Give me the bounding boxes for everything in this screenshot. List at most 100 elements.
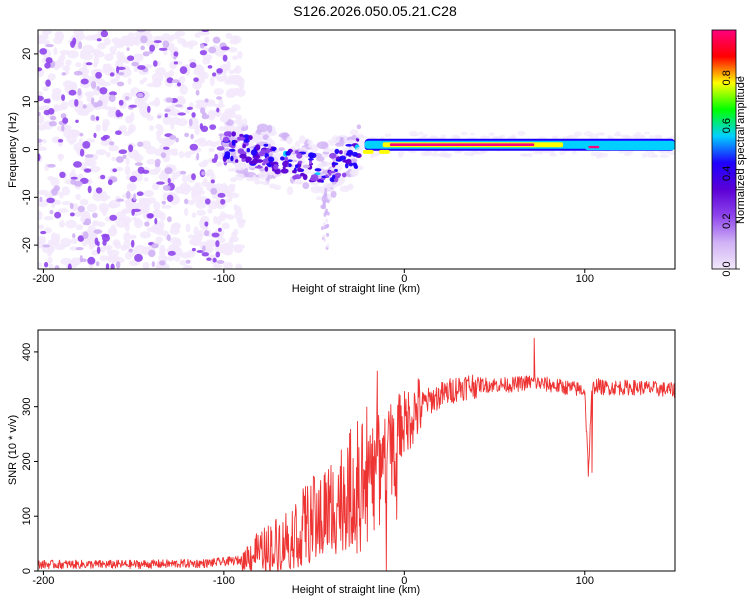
spectrogram-blob bbox=[270, 162, 273, 166]
spectrogram-blob bbox=[91, 81, 96, 89]
spectrogram-blob bbox=[222, 118, 228, 123]
spectrogram-blob bbox=[273, 164, 278, 170]
spectrogram-blob bbox=[262, 181, 270, 186]
spectrogram-blob bbox=[315, 168, 322, 171]
spectrogram-blob bbox=[328, 171, 331, 176]
spectrogram-blob bbox=[191, 173, 196, 180]
spectrogram-blob bbox=[77, 88, 81, 96]
spectrogram-blob bbox=[159, 48, 168, 51]
spectrogram-blob bbox=[100, 175, 105, 180]
spectrogram-blob bbox=[297, 168, 302, 173]
spectrogram-blob bbox=[323, 200, 326, 204]
spectrogram-blob bbox=[263, 144, 268, 147]
spectrogram-blob bbox=[229, 40, 237, 45]
spectrogram-blob bbox=[190, 62, 197, 68]
spectrogram-blob bbox=[97, 100, 103, 106]
spectrogram-blob bbox=[200, 44, 204, 49]
spectrogram-blob bbox=[163, 192, 168, 200]
spectrogram-blob bbox=[195, 33, 201, 38]
spectrogram-blob bbox=[342, 160, 350, 163]
spectrogram-blob bbox=[127, 47, 130, 51]
spectrogram-blob bbox=[80, 149, 84, 157]
spectrogram-blob bbox=[220, 185, 228, 192]
spectrogram-blob bbox=[485, 136, 491, 138]
spectrogram-blob bbox=[159, 266, 165, 272]
spectrogram-blob bbox=[94, 229, 103, 234]
spectrogram-blob bbox=[229, 70, 236, 75]
spectrogram-blob bbox=[117, 82, 124, 87]
spectrogram-blob bbox=[43, 139, 47, 144]
spectrogram-blob bbox=[647, 153, 656, 158]
spectrogram-blob bbox=[83, 232, 89, 239]
spectrogram-blob bbox=[116, 51, 121, 60]
spectrogram-blob bbox=[327, 199, 330, 203]
spectrogram-blob bbox=[255, 178, 259, 184]
spectrogram-y-label: Frequency (Hz) bbox=[7, 112, 19, 188]
spectrogram-blob bbox=[154, 97, 160, 107]
spectrogram-blob bbox=[635, 132, 641, 136]
spectrogram-blob bbox=[59, 154, 63, 162]
spectrogram-blob bbox=[298, 161, 302, 164]
spectrogram-blob bbox=[325, 175, 328, 178]
spectrogram-blob bbox=[272, 147, 277, 150]
spectrogram-blob bbox=[140, 36, 147, 44]
spectrogram-blob bbox=[253, 133, 258, 140]
spectrogram-blob bbox=[242, 144, 246, 148]
spectrogram-blob bbox=[461, 132, 468, 136]
spectrogram-blob bbox=[126, 183, 136, 192]
spectrogram-blob bbox=[39, 197, 42, 202]
spectrogram-blob bbox=[96, 116, 99, 121]
spectrogram-blob bbox=[207, 208, 212, 213]
spectrogram-blob bbox=[179, 151, 184, 158]
y-tick-label: 20 bbox=[21, 48, 33, 60]
spectrogram-blob bbox=[217, 204, 225, 209]
spectrogram-blob bbox=[162, 41, 169, 49]
spectrogram-blob bbox=[178, 112, 186, 115]
spectrogram-blob bbox=[49, 121, 57, 126]
spectrogram-blob bbox=[47, 257, 52, 264]
spectrogram-blob bbox=[229, 193, 240, 199]
spectrogram-blob bbox=[74, 181, 83, 187]
colorbar-tick-label: 0.8 bbox=[721, 70, 733, 85]
spectrogram-blob bbox=[35, 142, 42, 146]
spectrogram-blob bbox=[265, 166, 269, 172]
spectrogram-blob bbox=[202, 112, 207, 115]
spectrogram-blob bbox=[63, 65, 70, 71]
spectrogram-blob bbox=[111, 157, 116, 161]
spectrogram-blob bbox=[283, 166, 286, 169]
spectrogram-blob bbox=[209, 148, 215, 152]
spectrogram-y-ticks: -20-1001020 bbox=[21, 48, 38, 253]
spectrogram-blob bbox=[87, 257, 95, 265]
spectrogram-blob bbox=[189, 119, 193, 126]
spectrogram-blob bbox=[346, 153, 351, 156]
spectrogram-blob bbox=[188, 234, 194, 238]
spectrogram-blob bbox=[205, 198, 211, 204]
spectrogram-blob bbox=[51, 188, 58, 196]
spectrogram-blob bbox=[292, 170, 296, 173]
spectrogram-blob bbox=[216, 252, 221, 258]
spectrogram-blob bbox=[470, 154, 475, 157]
spectrogram-blob bbox=[193, 77, 199, 82]
spectrogram-blob bbox=[137, 93, 144, 98]
spectrogram-blob bbox=[186, 260, 191, 264]
spectrogram-blob bbox=[106, 152, 111, 158]
spectrogram-blob bbox=[119, 149, 128, 154]
spectrogram-blob bbox=[61, 125, 64, 132]
spectrogram-blob bbox=[117, 112, 123, 116]
spectrogram-blob bbox=[148, 213, 154, 218]
spectrogram-blob bbox=[206, 258, 211, 261]
spectrogram-blob bbox=[60, 238, 71, 248]
spectrogram-blob bbox=[334, 140, 340, 143]
spectrogram-blob bbox=[172, 222, 181, 229]
spectrogram-blob bbox=[62, 117, 68, 123]
spectrogram-blob bbox=[180, 66, 188, 74]
y-tick-label: 100 bbox=[21, 507, 33, 525]
spectrogram-blob bbox=[147, 106, 151, 113]
spectrogram-blob bbox=[308, 158, 314, 161]
y-tick-label: 300 bbox=[21, 398, 33, 416]
spectrogram-blob bbox=[600, 132, 605, 135]
spectrogram-blob bbox=[91, 97, 94, 104]
spectrogram-blob bbox=[231, 131, 236, 136]
spectrogram-blob bbox=[50, 116, 56, 120]
spectrogram-blob bbox=[109, 95, 116, 102]
